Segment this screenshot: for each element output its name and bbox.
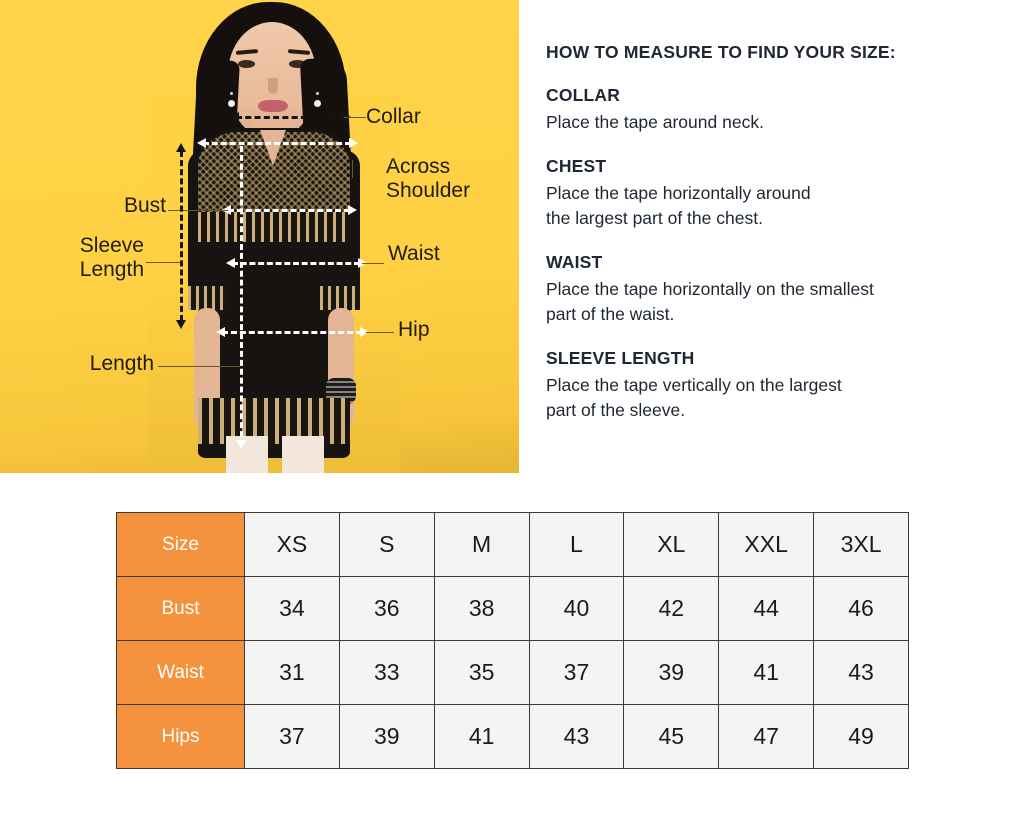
waist-leader-line xyxy=(362,263,384,264)
row-label-bust: Bust xyxy=(116,576,245,641)
table-header-xxl: XXL xyxy=(718,512,815,577)
cell-waist-s: 33 xyxy=(338,640,435,705)
collar-leader-line xyxy=(344,117,366,118)
collar-arrow-left xyxy=(230,112,239,122)
instruction-block-collar: COLLAR Place the tape around neck. xyxy=(546,85,998,135)
legging-right xyxy=(282,436,324,473)
cuff-left xyxy=(188,286,228,310)
instruction-body: Place the tape vertically on the largest… xyxy=(546,375,842,420)
label-collar: Collar xyxy=(366,105,421,128)
model-photo xyxy=(148,0,400,473)
table-row: Waist 31 33 35 37 39 41 43 xyxy=(116,640,909,705)
sleeve-length-arrow-down xyxy=(176,320,186,329)
eye-right xyxy=(289,60,306,68)
instruction-heading: WAIST xyxy=(546,252,603,272)
row-label-hips: Hips xyxy=(116,704,245,769)
cell-bust-xl: 42 xyxy=(623,576,720,641)
instruction-body: Place the tape horizontally around the l… xyxy=(546,183,811,228)
size-table-wrapper: Size XS S M L XL XXL 3XL Bust 34 36 38 4… xyxy=(116,512,909,769)
cell-waist-3xl: 43 xyxy=(813,640,909,705)
label-length: Length xyxy=(89,352,154,375)
kurti-waist-band-print xyxy=(198,212,350,242)
cell-waist-l: 37 xyxy=(528,640,625,705)
sleeve-length-leader-line xyxy=(146,262,180,263)
table-header-3xl: 3XL xyxy=(813,512,909,577)
cell-bust-l: 40 xyxy=(528,576,625,641)
label-bust: Bust xyxy=(123,194,166,217)
instruction-heading: COLLAR xyxy=(546,85,621,105)
earring-left xyxy=(228,100,235,107)
cell-hips-3xl: 49 xyxy=(813,704,909,769)
cell-waist-xs: 31 xyxy=(244,640,340,705)
cell-waist-m: 35 xyxy=(433,640,530,705)
length-arrow-down xyxy=(236,440,246,449)
cell-hips-l: 43 xyxy=(528,704,625,769)
instruction-block-waist: WAIST Place the tape horizontally on the… xyxy=(546,252,998,327)
cell-bust-xxl: 44 xyxy=(718,576,815,641)
earring-right xyxy=(314,100,321,107)
bust-measure-line xyxy=(228,209,350,212)
instruction-body: Place the tape horizontally on the small… xyxy=(546,279,874,324)
label-hip: Hip xyxy=(398,318,430,341)
cell-bust-xs: 34 xyxy=(244,576,340,641)
table-header-xl: XL xyxy=(623,512,720,577)
waist-measure-line xyxy=(232,262,360,265)
cell-waist-xl: 39 xyxy=(623,640,720,705)
eye-left xyxy=(238,60,255,68)
instruction-block-chest: CHEST Place the tape horizontally around… xyxy=(546,156,998,231)
nose xyxy=(268,78,278,94)
bust-arrow-right xyxy=(348,205,357,215)
cell-bust-m: 38 xyxy=(433,576,530,641)
across-shoulder-arrow-right xyxy=(349,138,358,148)
how-to-measure-panel: HOW TO MEASURE TO FIND YOUR SIZE: COLLAR… xyxy=(546,42,998,444)
table-row: Bust 34 36 38 40 42 44 46 xyxy=(116,576,909,641)
row-label-waist: Waist xyxy=(116,640,245,705)
hip-arrow-right xyxy=(360,327,369,337)
across-shoulder-measure-line xyxy=(203,142,351,145)
label-sleeve-length: Sleeve Length xyxy=(79,234,144,281)
sleeve-length-measure-line xyxy=(180,151,183,321)
collar-measure-line xyxy=(236,116,344,119)
instruction-body: Place the tape around neck. xyxy=(546,112,764,132)
table-header-l: L xyxy=(528,512,625,577)
label-across-shoulder: Across Shoulder xyxy=(386,155,471,202)
instruction-block-sleeve-length: SLEEVE LENGTH Place the tape vertically … xyxy=(546,348,998,423)
bust-leader-line xyxy=(168,210,228,211)
measurement-diagram-panel: Collar Across Shoulder Waist Hip Bust Sl… xyxy=(0,0,519,473)
hip-leader-line xyxy=(366,332,394,333)
size-table: Size XS S M L XL XXL 3XL Bust 34 36 38 4… xyxy=(116,512,909,769)
label-waist: Waist xyxy=(388,242,440,265)
table-header-m: M xyxy=(433,512,530,577)
waist-arrow-left xyxy=(226,258,235,268)
cell-bust-s: 36 xyxy=(338,576,435,641)
instruction-heading: CHEST xyxy=(546,156,607,176)
hip-arrow-left xyxy=(216,327,225,337)
across-shoulder-arrow-left xyxy=(197,138,206,148)
cell-hips-xxl: 47 xyxy=(718,704,815,769)
hip-measure-line xyxy=(222,331,362,334)
legging-left xyxy=(226,436,268,473)
instruction-heading: SLEEVE LENGTH xyxy=(546,348,695,368)
length-measure-line xyxy=(240,146,243,446)
table-header-s: S xyxy=(338,512,435,577)
cell-waist-xxl: 41 xyxy=(718,640,815,705)
sleeve-length-arrow-up xyxy=(176,143,186,152)
cell-bust-3xl: 46 xyxy=(813,576,909,641)
lips xyxy=(258,100,288,112)
cuff-right xyxy=(320,286,360,310)
table-row-header: Size XS S M L XL XXL 3XL xyxy=(116,512,909,577)
kurti-hem-print xyxy=(198,398,350,444)
cell-hips-xs: 37 xyxy=(244,704,340,769)
instructions-title: HOW TO MEASURE TO FIND YOUR SIZE: xyxy=(546,42,896,62)
across-shoulder-leader-line xyxy=(352,160,353,178)
table-header-xs: XS xyxy=(244,512,340,577)
table-row: Hips 37 39 41 43 45 47 49 xyxy=(116,704,909,769)
cell-hips-xl: 45 xyxy=(623,704,720,769)
length-leader-line xyxy=(158,366,240,367)
table-header-size: Size xyxy=(116,512,245,577)
cell-hips-s: 39 xyxy=(338,704,435,769)
cell-hips-m: 41 xyxy=(433,704,530,769)
